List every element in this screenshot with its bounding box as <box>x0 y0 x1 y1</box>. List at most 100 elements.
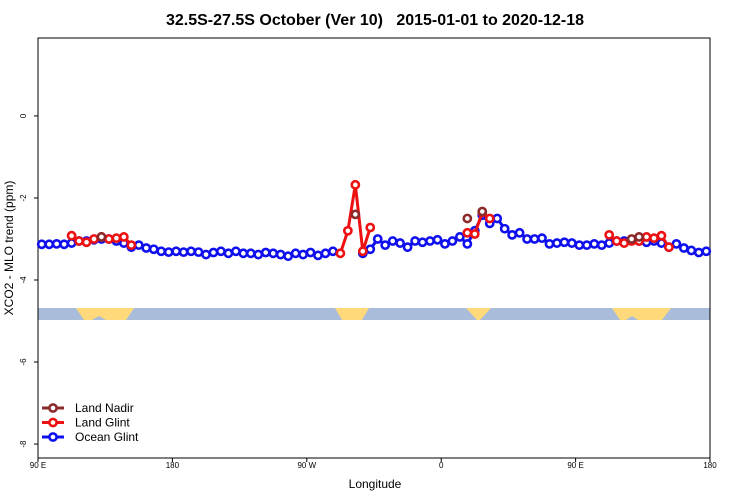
data-point <box>51 238 62 249</box>
data-point <box>499 223 510 234</box>
data-point <box>260 247 271 258</box>
data-point <box>171 246 182 257</box>
data-point <box>664 242 674 253</box>
ocean-band <box>92 316 106 320</box>
data-point <box>186 246 196 257</box>
data-point <box>701 246 712 257</box>
data-point <box>328 246 338 257</box>
data-point <box>447 236 458 246</box>
data-point <box>66 230 77 241</box>
data-point <box>387 236 398 246</box>
data-point <box>313 250 323 261</box>
data-point <box>350 209 361 220</box>
data-point <box>507 229 518 240</box>
data-point <box>417 237 428 248</box>
data-point <box>581 240 592 251</box>
y-tick-label: -4 <box>19 276 28 284</box>
y-axis-label: XCO2 - MLO trend (ppm) <box>2 181 16 316</box>
data-point <box>74 236 84 246</box>
data-point <box>305 247 316 258</box>
data-point <box>462 213 473 224</box>
legend-label: Land Glint <box>75 416 130 430</box>
y-tick-label: 0 <box>19 113 28 118</box>
data-point <box>335 248 346 259</box>
data-point <box>492 213 503 224</box>
data-point <box>596 240 607 251</box>
x-tick-label: 180 <box>703 461 717 470</box>
data-point <box>619 238 630 248</box>
data-point <box>238 248 249 259</box>
data-point <box>156 246 167 257</box>
data-point <box>425 236 435 246</box>
data-point <box>365 222 376 233</box>
data-point <box>89 234 99 244</box>
data-point <box>208 247 219 258</box>
data-point <box>537 233 547 244</box>
y-tick-label: -8 <box>19 440 28 448</box>
data-point <box>81 237 92 248</box>
data-point <box>522 234 532 244</box>
data-point <box>484 213 495 224</box>
data-point <box>163 247 174 258</box>
data-point <box>469 229 480 239</box>
data-point <box>380 240 391 251</box>
data-point <box>462 238 473 249</box>
data-point <box>454 232 465 242</box>
ocean-band <box>626 316 638 320</box>
legend-label: Ocean Glint <box>75 430 139 444</box>
data-point <box>432 234 443 245</box>
data-point <box>36 239 47 250</box>
legend-marker <box>48 403 58 413</box>
data-point <box>544 238 555 249</box>
data-point <box>589 238 600 249</box>
data-point <box>604 238 615 248</box>
data-point <box>671 238 682 249</box>
data-point <box>402 242 413 253</box>
data-point <box>44 239 55 250</box>
land-ocean-band <box>38 308 710 320</box>
data-point <box>440 238 450 249</box>
data-point <box>574 240 585 251</box>
data-point <box>342 225 353 236</box>
y-tick-label: -6 <box>19 358 28 366</box>
data-point <box>268 248 279 259</box>
data-point <box>148 244 159 255</box>
data-point <box>96 232 107 242</box>
data-point <box>118 232 129 242</box>
data-point <box>365 244 376 255</box>
legend-label: Land Nadir <box>75 401 134 415</box>
data-point <box>641 232 652 242</box>
data-point <box>410 236 420 246</box>
data-point <box>634 232 644 242</box>
data-point <box>245 248 256 259</box>
data-point <box>253 249 264 260</box>
data-point <box>275 249 286 260</box>
data-point <box>514 227 525 238</box>
chart-title: 32.5S-27.5S October (Ver 10) 2015-01-01 … <box>166 12 584 29</box>
data-point <box>320 248 331 259</box>
x-axis-label: Longitude <box>349 477 402 491</box>
data-point <box>686 245 697 256</box>
legend-marker <box>48 432 58 442</box>
data-point <box>559 237 570 248</box>
data-point <box>529 234 540 244</box>
data-point <box>626 234 637 244</box>
data-point <box>104 234 114 244</box>
data-point <box>693 247 704 258</box>
plot-frame <box>37 37 711 459</box>
data-point <box>678 243 689 253</box>
data-point <box>611 236 622 246</box>
data-point <box>290 248 301 259</box>
ocean-band <box>38 308 710 320</box>
data-point <box>552 238 562 248</box>
x-tick-label: 90 W <box>297 461 316 470</box>
data-point <box>223 248 234 259</box>
data-point <box>178 247 189 258</box>
data-point <box>133 240 144 251</box>
data-point <box>372 234 383 244</box>
data-point <box>230 246 241 257</box>
x-tick-label: 90 E <box>30 461 46 470</box>
data-point <box>216 246 226 257</box>
legend-marker <box>48 417 58 428</box>
